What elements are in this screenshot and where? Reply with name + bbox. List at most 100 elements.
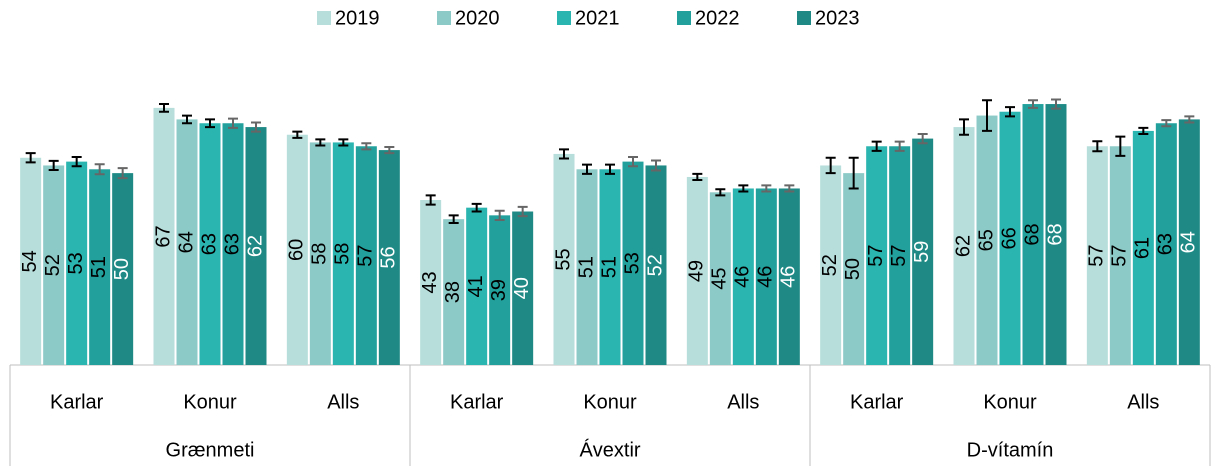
data-label: 57 xyxy=(1086,245,1108,267)
error-bar xyxy=(494,209,505,221)
bar xyxy=(755,188,777,365)
legend-label: 2020 xyxy=(455,7,500,29)
data-label: 40 xyxy=(511,277,533,299)
error-bar xyxy=(448,214,459,225)
data-label: 57 xyxy=(1109,245,1131,267)
bar xyxy=(686,176,708,365)
error-bar xyxy=(315,138,326,147)
data-label: 66 xyxy=(998,227,1020,249)
bar xyxy=(66,161,88,365)
bar xyxy=(866,146,888,365)
error-bar xyxy=(1092,140,1103,153)
data-label: 41 xyxy=(465,275,487,297)
legend-swatch xyxy=(797,11,811,25)
data-label: 63 xyxy=(198,233,220,255)
bar xyxy=(732,188,754,365)
group-label: D-vítamín xyxy=(967,439,1054,461)
error-bar xyxy=(692,172,703,182)
bar xyxy=(1022,104,1044,366)
error-bar xyxy=(71,156,82,168)
data-label: 52 xyxy=(42,254,64,276)
data-label: 59 xyxy=(911,241,933,263)
bar xyxy=(199,123,221,365)
legend-label: 2019 xyxy=(335,7,380,29)
bar xyxy=(222,123,244,365)
bar xyxy=(709,192,731,365)
error-bar xyxy=(1005,106,1015,118)
bar xyxy=(466,207,488,365)
bar xyxy=(999,111,1021,365)
data-label: 56 xyxy=(378,246,400,268)
error-bar xyxy=(1028,99,1038,109)
error-bar xyxy=(117,167,128,180)
x-tick-label: Konur xyxy=(983,391,1037,413)
bar xyxy=(153,107,175,365)
error-bar xyxy=(982,99,992,132)
error-bar xyxy=(848,156,859,190)
error-bar xyxy=(825,156,836,175)
error-bar xyxy=(361,142,372,151)
bar xyxy=(645,165,667,365)
error-bar xyxy=(425,194,436,206)
data-label: 63 xyxy=(221,233,243,255)
error-bar xyxy=(48,159,59,172)
error-bar xyxy=(205,118,215,129)
bar xyxy=(1045,104,1067,366)
x-tick-label: Karlar xyxy=(50,391,104,413)
bar xyxy=(976,115,998,365)
bar xyxy=(512,211,534,365)
bar xyxy=(1132,130,1154,365)
error-bar xyxy=(384,146,395,155)
error-bar xyxy=(605,163,615,175)
error-bar xyxy=(1115,135,1126,157)
error-bar xyxy=(182,114,192,125)
bar xyxy=(378,150,400,365)
x-tick-label: Konur xyxy=(183,391,237,413)
bar xyxy=(1086,146,1108,365)
error-bar xyxy=(517,205,528,218)
error-bar xyxy=(228,117,238,129)
x-tick-label: Alls xyxy=(1127,391,1159,413)
bar xyxy=(420,199,442,365)
data-label: 50 xyxy=(111,258,133,280)
data-label: 46 xyxy=(778,266,800,288)
error-bar xyxy=(292,130,303,139)
data-label: 50 xyxy=(842,258,864,280)
x-tick-label: Alls xyxy=(327,391,359,413)
legend-label: 2021 xyxy=(575,7,620,29)
error-bar xyxy=(917,132,928,145)
bar xyxy=(89,169,111,365)
legend-swatch xyxy=(557,11,571,25)
x-tick-label: Konur xyxy=(583,391,637,413)
data-label: 38 xyxy=(442,281,464,303)
legend-label: 2023 xyxy=(815,7,860,29)
bar xyxy=(553,153,575,365)
error-bar xyxy=(338,138,349,147)
bar xyxy=(576,169,598,365)
data-label: 60 xyxy=(286,239,308,261)
error-bar xyxy=(894,140,905,152)
data-label: 68 xyxy=(1044,223,1066,245)
error-bar xyxy=(959,118,969,136)
group-label: Grænmeti xyxy=(166,439,255,461)
data-label: 58 xyxy=(309,243,331,265)
bar xyxy=(1178,119,1200,366)
bar xyxy=(599,169,621,365)
data-label: 54 xyxy=(19,250,41,272)
data-label: 51 xyxy=(575,256,597,278)
data-label: 43 xyxy=(419,271,441,293)
error-bar xyxy=(738,184,749,193)
bar xyxy=(20,157,42,365)
bar xyxy=(820,165,842,365)
bar xyxy=(309,142,331,365)
data-label: 61 xyxy=(1132,237,1154,259)
data-label: 67 xyxy=(152,225,174,247)
data-label: 62 xyxy=(952,235,974,257)
bar xyxy=(1155,123,1177,365)
error-bar xyxy=(251,121,261,133)
bar xyxy=(443,219,465,365)
bar xyxy=(176,119,198,366)
error-bar xyxy=(94,163,105,176)
bar xyxy=(843,173,865,365)
